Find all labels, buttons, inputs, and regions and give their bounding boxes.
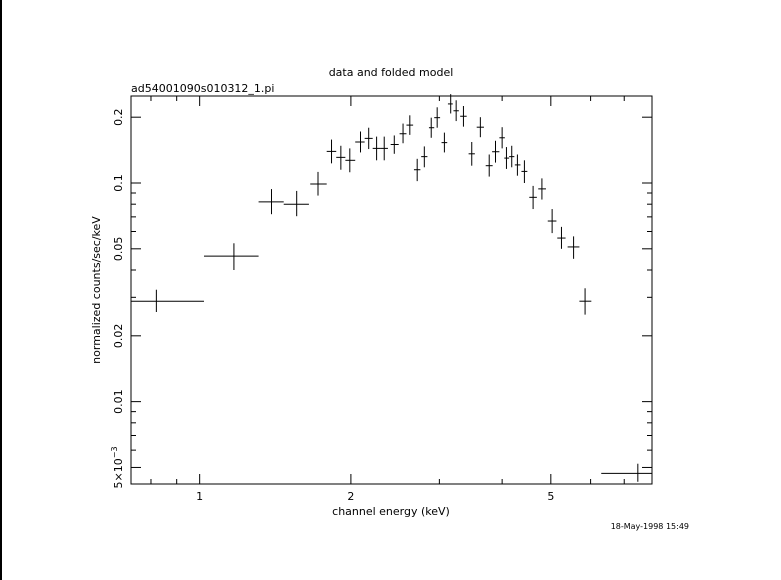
- data-point: [476, 117, 484, 138]
- data-point: [504, 147, 510, 169]
- y-tick-label: 0.01: [112, 389, 125, 414]
- data-point: [380, 136, 388, 161]
- data-point: [399, 123, 407, 144]
- y-tick-label: 0.1: [112, 174, 125, 192]
- plot-frame: [130, 95, 653, 485]
- data-point: [521, 160, 528, 184]
- data-point: [468, 142, 475, 166]
- data-point: [421, 146, 428, 168]
- x-axis-label: channel energy (keV): [332, 505, 450, 518]
- data-point: [372, 136, 381, 161]
- data-point: [538, 178, 546, 200]
- x-axis-ticks: 1 2 5: [150, 96, 625, 503]
- data-point: [460, 106, 467, 127]
- data-point: [509, 145, 515, 168]
- data-point: [131, 289, 204, 313]
- data-point: [441, 132, 448, 153]
- data-point: [567, 236, 580, 259]
- data-point: [364, 127, 373, 150]
- data-point: [434, 107, 441, 128]
- data-point: [428, 117, 435, 138]
- data-point: [579, 288, 592, 315]
- y-axis-ticks: 0.2 0.1 0.05 0.02 0.01 5×10−3: [110, 108, 652, 488]
- chart-title: data and folded model: [329, 66, 454, 79]
- x-tick-label: 1: [196, 490, 203, 503]
- data-point: [406, 115, 414, 135]
- data-point: [529, 185, 537, 210]
- data-point: [203, 243, 259, 271]
- data-point: [310, 171, 327, 196]
- window-left-border: [0, 0, 2, 580]
- data-point: [453, 100, 459, 122]
- data-point: [345, 148, 356, 173]
- chart-subtitle-filename: ad54001090s010312_1.pi: [131, 82, 274, 95]
- timestamp: 18-May-1998 15:49: [611, 522, 689, 531]
- data-point: [601, 463, 652, 482]
- data-point: [283, 190, 309, 217]
- data-point: [492, 140, 500, 163]
- y-tick-label: 0.05: [112, 237, 125, 261]
- data-point: [390, 135, 399, 154]
- y-tick-label: 0.2: [112, 108, 125, 126]
- data-point: [258, 189, 284, 215]
- data-point: [499, 127, 505, 149]
- data-point: [326, 139, 337, 164]
- x-tick-label: 2: [347, 490, 354, 503]
- data-point: [447, 94, 453, 114]
- data-point: [336, 145, 346, 170]
- y-tick-label: 5×10−3: [110, 446, 125, 488]
- data-point: [547, 209, 557, 234]
- y-axis-label: normalized counts/sec/keV: [90, 216, 103, 364]
- data-point: [557, 226, 566, 249]
- x-tick-label: 5: [547, 490, 554, 503]
- data-point: [355, 131, 365, 153]
- data-point: [485, 154, 493, 177]
- data-point: [413, 158, 421, 182]
- data-point: [514, 154, 521, 176]
- y-tick-label: 0.02: [112, 324, 125, 349]
- data-points: [131, 94, 652, 482]
